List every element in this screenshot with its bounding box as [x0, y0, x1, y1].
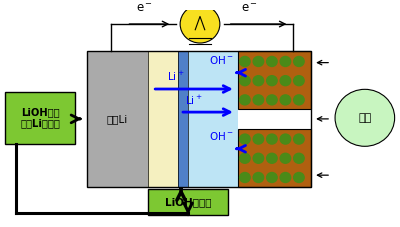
- Ellipse shape: [252, 94, 264, 106]
- Text: Li$^+$: Li$^+$: [167, 70, 184, 84]
- Ellipse shape: [239, 172, 251, 183]
- Ellipse shape: [180, 5, 220, 43]
- Ellipse shape: [239, 94, 251, 106]
- Ellipse shape: [280, 133, 291, 145]
- Ellipse shape: [280, 56, 291, 67]
- Bar: [238, 51, 311, 109]
- Ellipse shape: [293, 153, 305, 164]
- Ellipse shape: [266, 56, 278, 67]
- Ellipse shape: [239, 56, 251, 67]
- Bar: [87, 51, 148, 187]
- Text: 金属Li: 金属Li: [107, 114, 128, 124]
- Bar: [188, 51, 238, 187]
- Ellipse shape: [266, 75, 278, 86]
- Ellipse shape: [266, 172, 278, 183]
- Ellipse shape: [266, 153, 278, 164]
- Bar: [87, 51, 311, 187]
- Bar: [238, 128, 311, 187]
- Ellipse shape: [252, 172, 264, 183]
- Ellipse shape: [252, 133, 264, 145]
- Ellipse shape: [252, 75, 264, 86]
- Text: LiOHの回収: LiOHの回収: [165, 197, 211, 207]
- Ellipse shape: [293, 133, 305, 145]
- Text: 空気: 空気: [358, 113, 372, 123]
- Bar: [178, 51, 188, 187]
- Bar: [148, 51, 178, 187]
- Ellipse shape: [266, 94, 278, 106]
- Ellipse shape: [293, 94, 305, 106]
- Ellipse shape: [239, 75, 251, 86]
- Ellipse shape: [280, 172, 291, 183]
- Text: OH$^-$: OH$^-$: [209, 54, 234, 66]
- Ellipse shape: [239, 133, 251, 145]
- Ellipse shape: [239, 153, 251, 164]
- Ellipse shape: [280, 153, 291, 164]
- Text: e$^-$: e$^-$: [241, 2, 258, 15]
- Bar: [148, 189, 228, 215]
- Ellipse shape: [293, 75, 305, 86]
- Bar: [5, 92, 75, 144]
- Ellipse shape: [252, 153, 264, 164]
- Text: e$^-$: e$^-$: [136, 2, 153, 15]
- Ellipse shape: [335, 89, 395, 146]
- Text: LiOHから
金属Liの再生: LiOHから 金属Liの再生: [20, 107, 60, 129]
- Ellipse shape: [293, 172, 305, 183]
- Ellipse shape: [293, 56, 305, 67]
- Ellipse shape: [280, 94, 291, 106]
- Ellipse shape: [266, 133, 278, 145]
- Text: OH$^-$: OH$^-$: [209, 130, 234, 142]
- Ellipse shape: [252, 56, 264, 67]
- Text: Li$^+$: Li$^+$: [185, 94, 203, 106]
- Ellipse shape: [280, 75, 291, 86]
